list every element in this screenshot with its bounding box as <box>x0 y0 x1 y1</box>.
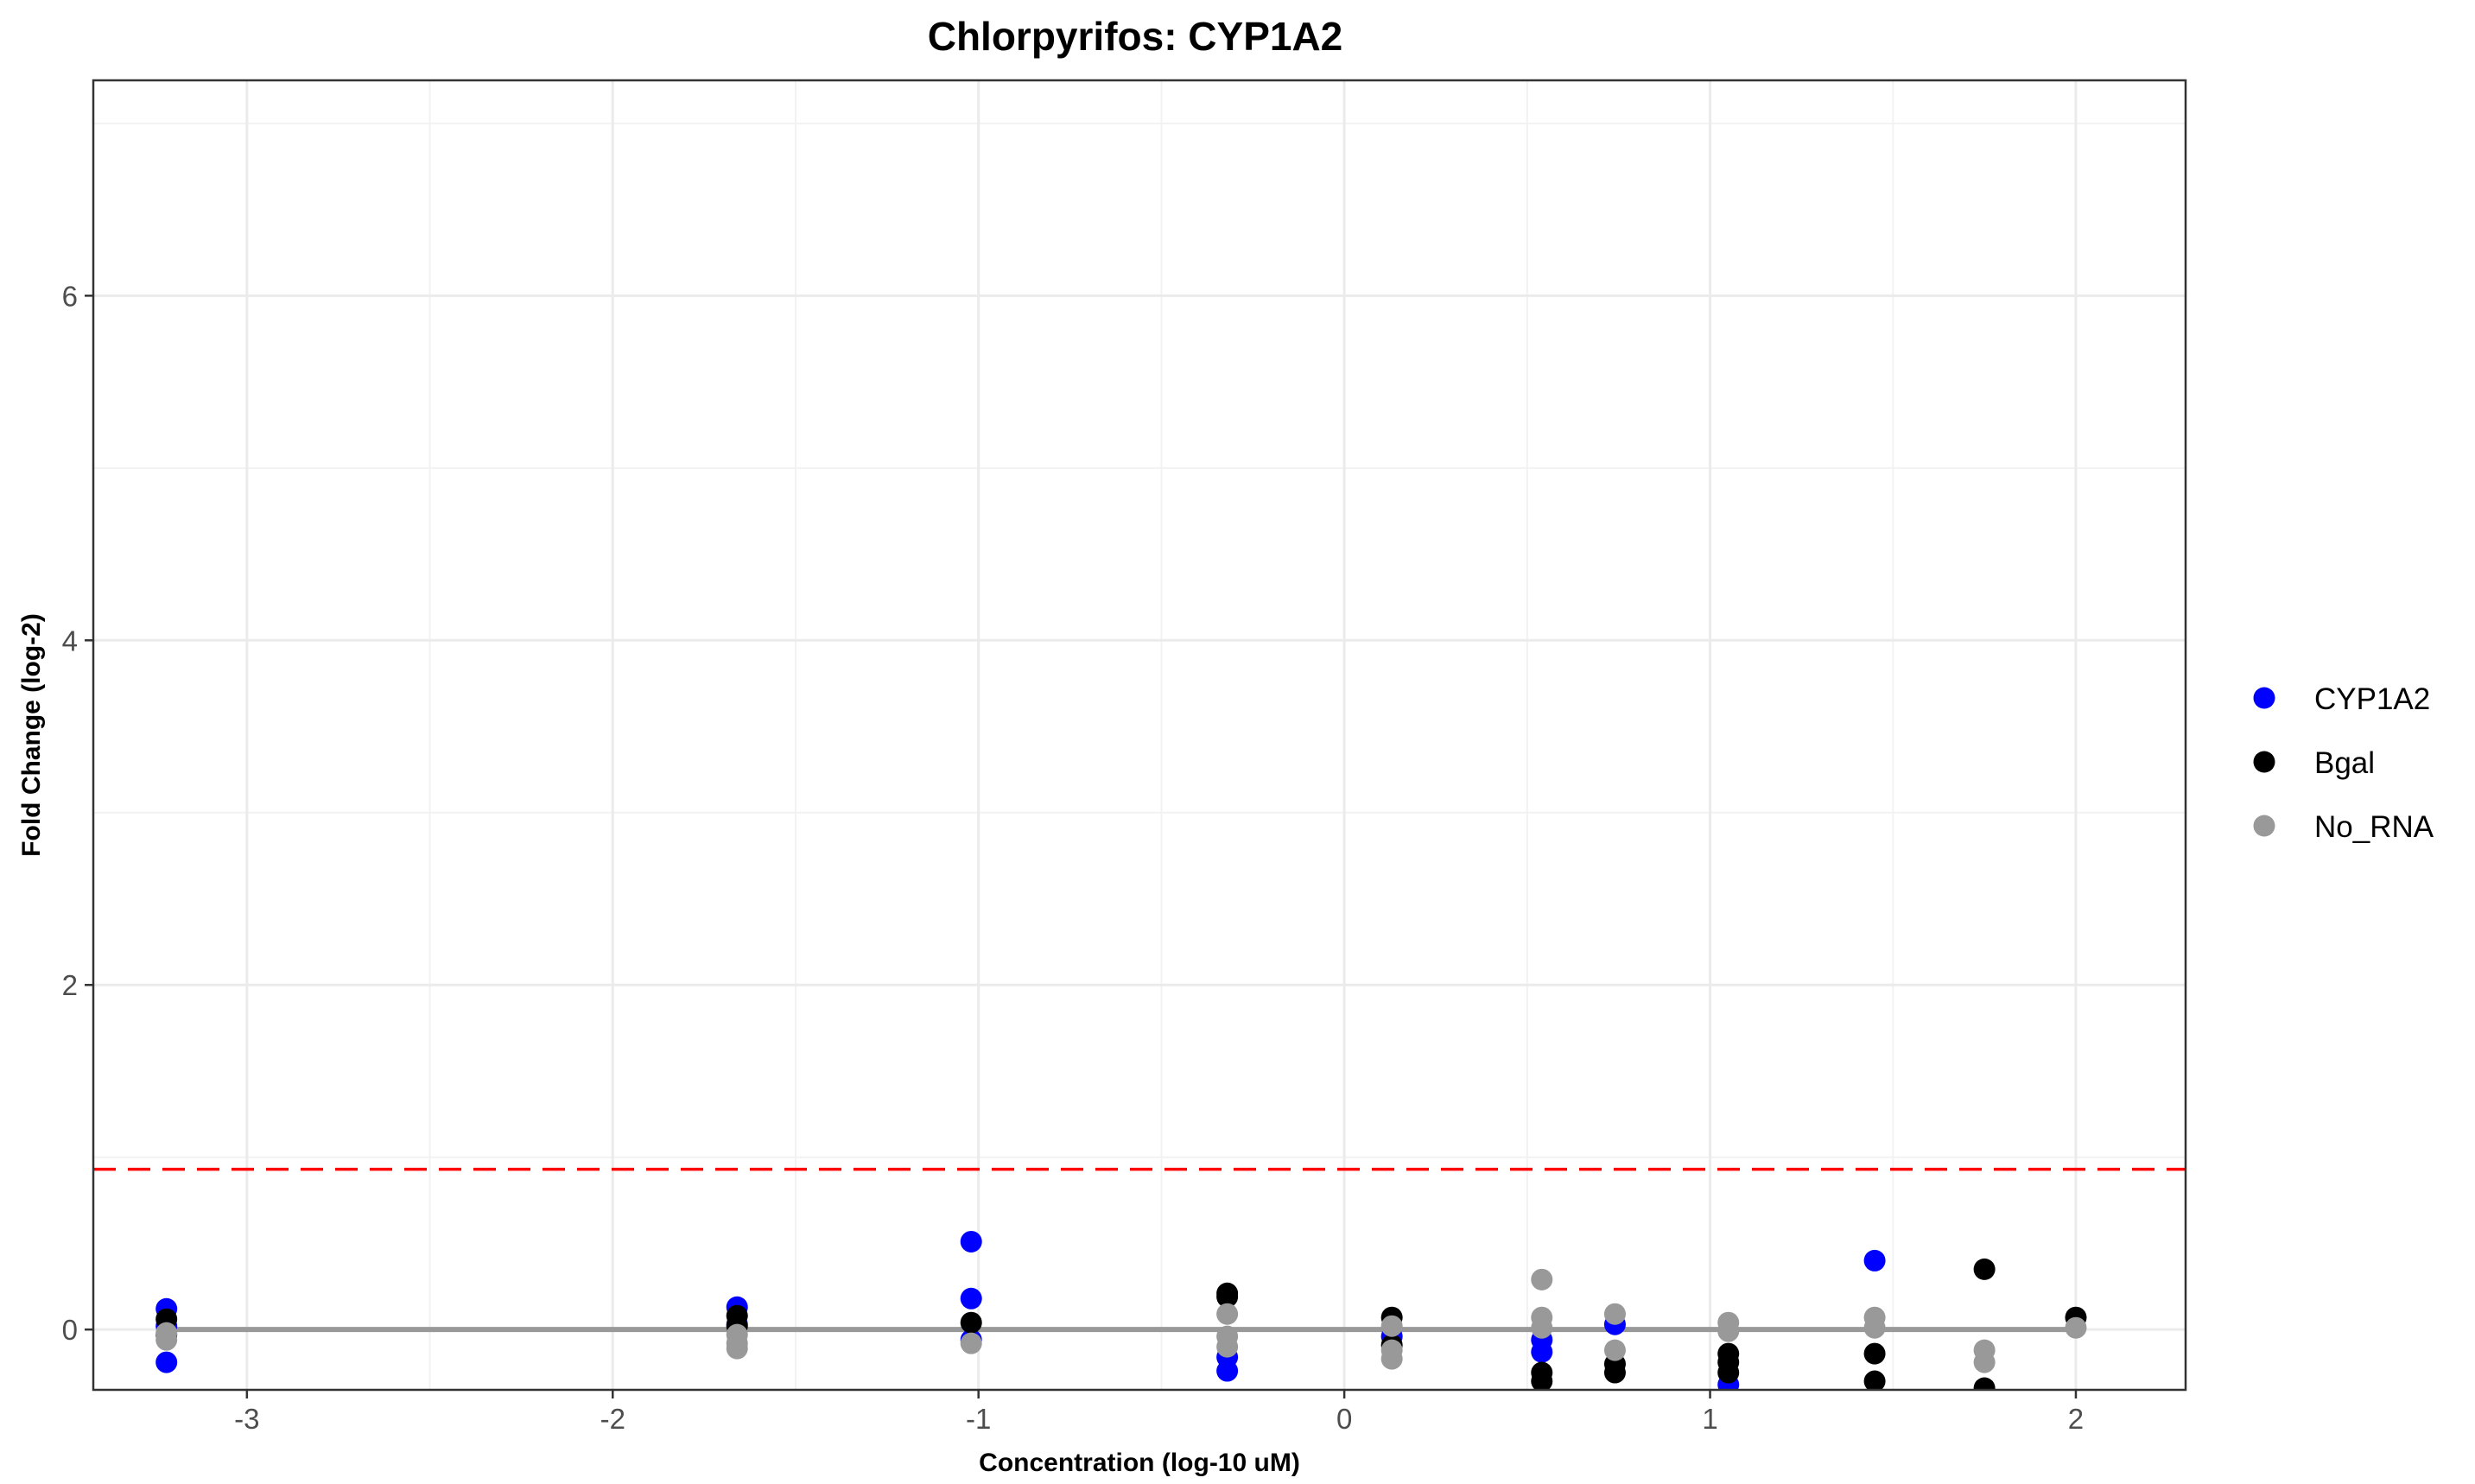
y-tick-label: 6 <box>62 280 78 312</box>
legend-entry: No_RNA <box>2253 810 2434 844</box>
x-tick-label: 0 <box>1336 1403 1352 1435</box>
data-point <box>1973 1377 1996 1390</box>
data-point <box>960 1311 982 1334</box>
x-tick-label: -1 <box>966 1403 991 1435</box>
chart-title: Chlorpyrifos: CYP1A2 <box>928 14 1343 59</box>
legend-key <box>2253 751 2275 773</box>
data-point <box>726 1337 748 1360</box>
legend-label: CYP1A2 <box>2314 682 2430 716</box>
data-point <box>1216 1335 1239 1358</box>
legend-key <box>2253 687 2275 709</box>
data-point <box>960 1332 982 1354</box>
x-tick-label: 1 <box>1702 1403 1717 1435</box>
data-points <box>155 1230 2087 1390</box>
data-point <box>1380 1315 1403 1337</box>
data-point <box>1216 1303 1239 1325</box>
data-point <box>2065 1316 2087 1339</box>
series-no-rna <box>155 1268 2087 1373</box>
data-point <box>155 1351 178 1373</box>
y-tick-label: 0 <box>62 1314 78 1346</box>
data-point <box>1973 1351 1996 1373</box>
legend-key <box>2253 815 2275 837</box>
legend-entry: Bgal <box>2253 746 2375 780</box>
legend-entry: CYP1A2 <box>2253 682 2430 716</box>
legend: CYP1A2 Bgal No_RNA <box>2253 682 2434 844</box>
data-point <box>1863 1370 1886 1390</box>
y-tick-label: 4 <box>62 625 78 656</box>
plot-panel-border <box>92 79 2187 1392</box>
data-point <box>960 1287 982 1310</box>
reference-lines <box>93 1167 2186 1333</box>
data-point <box>1531 1268 1553 1291</box>
y-axis-ticks: 0 2 4 6 <box>62 280 93 1346</box>
x-axis-title: Concentration (log-10 uM) <box>979 1449 1300 1477</box>
x-tick-label: -2 <box>600 1403 625 1435</box>
data-point <box>1603 1303 1626 1325</box>
data-point <box>1973 1258 1996 1280</box>
data-point <box>1863 1316 1886 1339</box>
data-point <box>1863 1249 1886 1272</box>
x-tick-label: 2 <box>2068 1403 2084 1435</box>
data-point <box>1717 1320 1740 1342</box>
data-point <box>1603 1361 1626 1384</box>
y-tick-label: 2 <box>62 969 78 1001</box>
legend-label: Bgal <box>2314 746 2375 780</box>
data-point <box>1863 1342 1886 1365</box>
data-point <box>1380 1348 1403 1370</box>
data-point <box>1216 1285 1239 1308</box>
minor-gridlines <box>93 80 2186 1390</box>
x-tick-label: -3 <box>234 1403 259 1435</box>
data-point <box>960 1230 982 1253</box>
legend-label: No_RNA <box>2314 810 2434 844</box>
series-cyp1a2 <box>155 1230 1886 1390</box>
y-axis-title: Fold Change (log-2) <box>17 613 46 857</box>
major-gridlines <box>93 80 2186 1390</box>
data-point <box>1531 1316 1553 1339</box>
x-axis-ticks: -3 -2 -1 0 1 2 <box>234 1390 2084 1435</box>
data-point <box>155 1329 178 1351</box>
data-point <box>1531 1370 1553 1390</box>
data-point <box>1717 1361 1740 1384</box>
data-point <box>1603 1339 1626 1361</box>
